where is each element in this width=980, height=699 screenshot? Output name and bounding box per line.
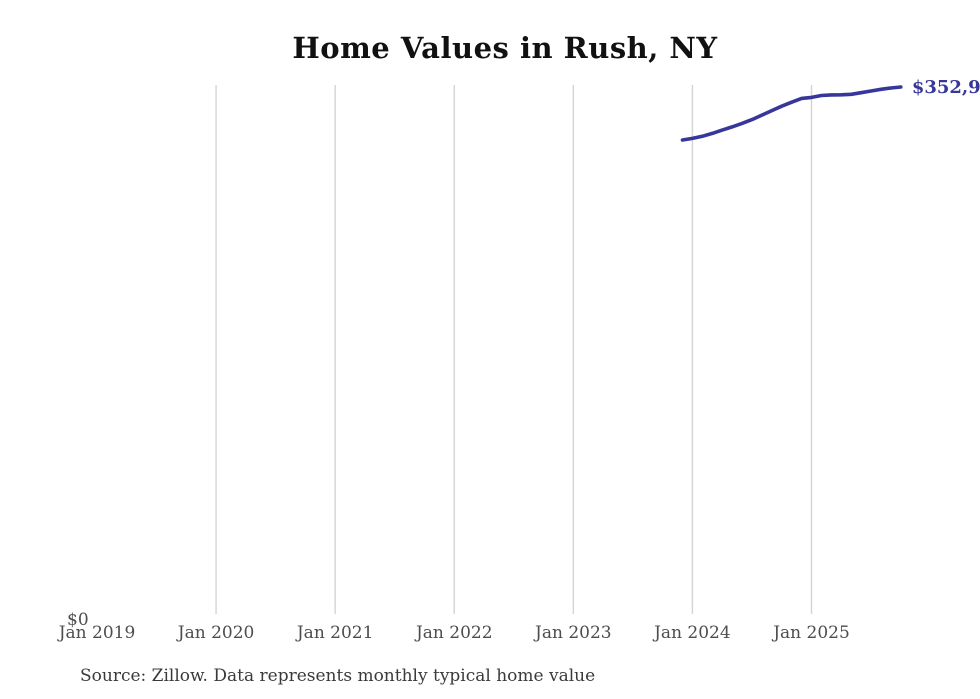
- x-axis-tick-label: Jan 2023: [535, 623, 612, 643]
- chart-title: Home Values in Rush, NY: [292, 31, 718, 65]
- last-value-label: $352,937: [911, 76, 980, 98]
- x-axis-tick-label: Jan 2025: [773, 623, 850, 643]
- y-axis-zero-label: $0: [67, 610, 89, 630]
- x-axis-tick-label: Jan 2024: [654, 623, 731, 643]
- x-axis-tick-label: Jan 2021: [296, 623, 374, 643]
- x-axis-tick-label: Jan 2022: [415, 623, 493, 643]
- home-value-line-series: [680, 85, 903, 142]
- vertical-gridlines: [215, 85, 813, 614]
- x-axis-tick-label: Jan 2019: [58, 623, 136, 643]
- source-note: Source: Zillow. Data represents monthly …: [80, 666, 596, 686]
- x-axis-tick-label: Jan 2020: [177, 623, 255, 643]
